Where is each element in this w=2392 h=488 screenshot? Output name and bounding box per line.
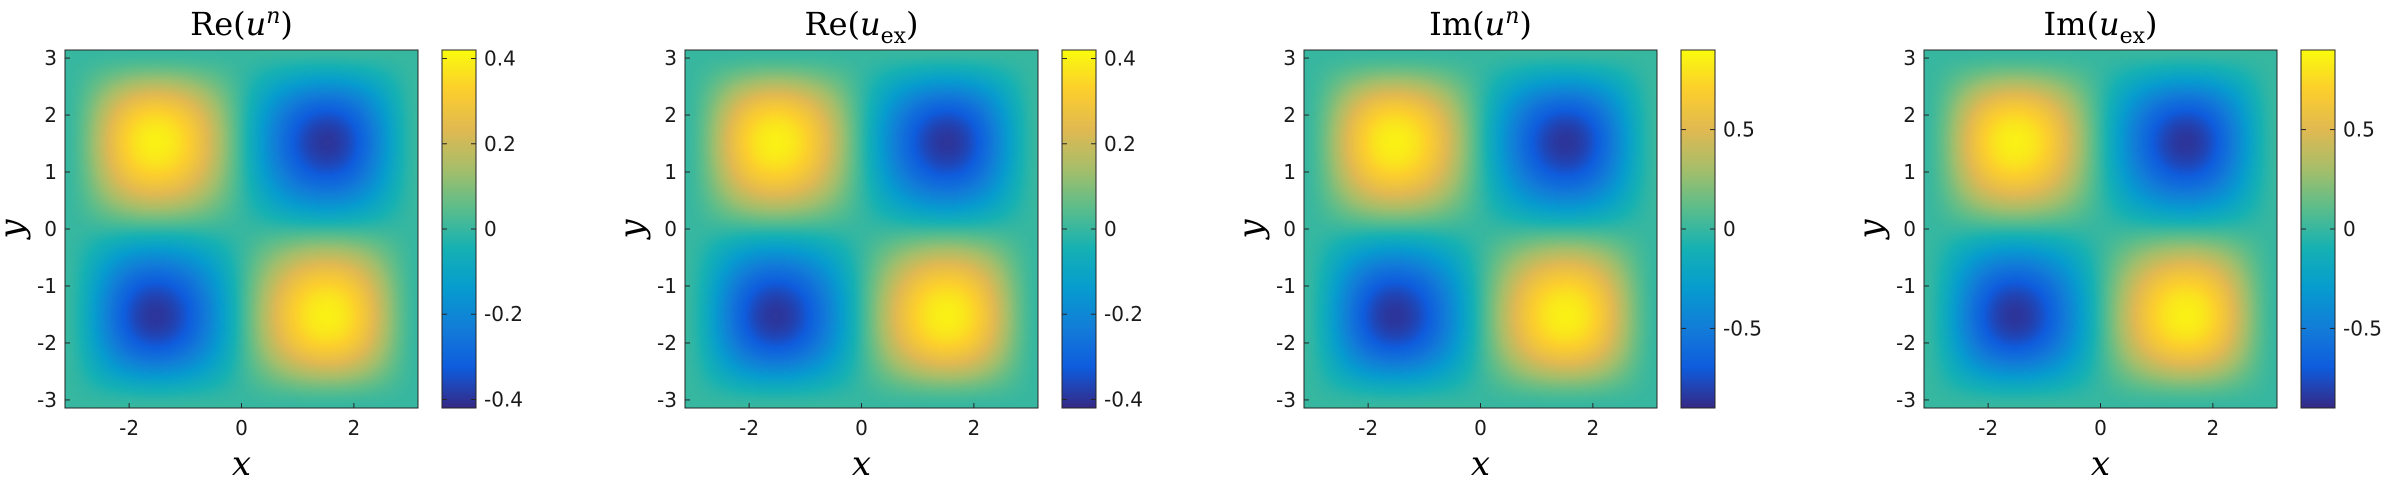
x-tick-label: -2 <box>1978 416 1998 440</box>
colorbar-tick-label: 0.2 <box>484 132 516 156</box>
colorbar-gradient <box>1062 50 1096 408</box>
y-tick-label: 0 <box>1903 217 1916 241</box>
y-axis-label: y <box>612 219 652 241</box>
subplot-3: -2 0 2 -3 -2 -1 0 1 2 3 x y Im(un) -0.5 0 0.5 <box>1231 4 1762 484</box>
subplot-1: -2 0 2 -3 -2 -1 0 1 2 3 x y Re(un) -0.4 -0.2 0 0.2 0.4 <box>0 4 523 484</box>
subplot-title: Im(uex) <box>2044 5 2158 49</box>
x-tick-label: 2 <box>347 416 360 440</box>
colorbar-gradient <box>1681 50 1715 408</box>
colorbar-tick-label: -0.5 <box>1723 316 1762 340</box>
colorbar: -0.5 0 0.5 <box>1680 49 1762 409</box>
x-tick-label: -2 <box>1358 416 1378 440</box>
y-tick-label: 2 <box>1283 103 1296 127</box>
colorbar-tick-label: 0 <box>1723 217 1736 241</box>
x-tick-label: 0 <box>1474 416 1487 440</box>
x-tick-label: 2 <box>967 416 980 440</box>
heatmap-image <box>685 50 1038 408</box>
y-tick-label: -2 <box>37 331 57 355</box>
heatmap-image <box>1304 50 1657 408</box>
x-tick-label: 0 <box>855 416 868 440</box>
x-tick-label: 2 <box>1586 416 1599 440</box>
colorbar: -0.4 -0.2 0 0.2 0.4 <box>1061 47 1143 411</box>
subplot-title: Re(un) <box>190 4 293 43</box>
colorbar-gradient <box>2301 50 2335 408</box>
colorbar-tick-label: 0 <box>484 217 497 241</box>
x-axis-label: x <box>2091 444 2110 484</box>
x-tick-label: 2 <box>2206 416 2219 440</box>
y-tick-label: 1 <box>44 160 57 184</box>
colorbar: -0.5 0 0.5 <box>2300 49 2382 409</box>
x-axis-label: x <box>232 444 251 484</box>
x-axis-label: x <box>852 444 871 484</box>
subplot-4: -2 0 2 -3 -2 -1 0 1 2 3 x y Im(uex) -0.5 0 0.5 <box>1851 5 2382 484</box>
colorbar-tick-label: 0.2 <box>1104 132 1136 156</box>
y-tick-label: 0 <box>44 217 57 241</box>
y-axis-label: y <box>1231 219 1271 241</box>
y-tick-label: 2 <box>664 103 677 127</box>
colorbar-gradient <box>442 50 476 408</box>
y-tick-label: 1 <box>1283 160 1296 184</box>
y-tick-label: -3 <box>1276 388 1296 412</box>
y-tick-label: -3 <box>657 388 677 412</box>
colorbar-tick-label: -0.2 <box>1104 302 1143 326</box>
colorbar-tick-label: -0.4 <box>1104 387 1143 411</box>
x-tick-label: -2 <box>739 416 759 440</box>
y-tick-label: 3 <box>1903 46 1916 70</box>
x-axis-label: x <box>1471 444 1490 484</box>
y-tick-label: 2 <box>1903 103 1916 127</box>
y-tick-label: -3 <box>1896 388 1916 412</box>
y-tick-label: 1 <box>1903 160 1916 184</box>
y-tick-label: -2 <box>1276 331 1296 355</box>
y-tick-label: -1 <box>1896 274 1916 298</box>
y-tick-label: 3 <box>1283 46 1296 70</box>
y-tick-label: 0 <box>1283 217 1296 241</box>
y-tick-label: -1 <box>657 274 677 298</box>
subplot-2: -2 0 2 -3 -2 -1 0 1 2 3 x y Re(uex) -0.4 -0.2 0 0.2 0.4 <box>612 5 1143 484</box>
y-tick-label: 3 <box>664 46 677 70</box>
x-tick-label: 0 <box>2094 416 2107 440</box>
colorbar-tick-label: 0.5 <box>2343 118 2375 142</box>
y-tick-label: -2 <box>1896 331 1916 355</box>
colorbar-tick-label: 0 <box>2343 217 2356 241</box>
colorbar: -0.4 -0.2 0 0.2 0.4 <box>441 47 523 411</box>
heatmap-image <box>1924 50 2277 408</box>
colorbar-tick-label: -0.5 <box>2343 316 2382 340</box>
y-tick-label: -1 <box>1276 274 1296 298</box>
colorbar-tick-label: -0.4 <box>484 387 523 411</box>
y-tick-label: -1 <box>37 274 57 298</box>
subplot-title: Re(uex) <box>804 5 918 49</box>
y-tick-label: 0 <box>664 217 677 241</box>
subplot-title: Im(un) <box>1429 4 1532 43</box>
colorbar-tick-label: 0 <box>1104 217 1117 241</box>
y-tick-label: 3 <box>44 46 57 70</box>
y-axis-label: y <box>1851 219 1891 241</box>
colorbar-tick-label: 0.4 <box>484 47 516 71</box>
y-tick-label: -3 <box>37 388 57 412</box>
y-axis-label: y <box>0 219 32 241</box>
y-tick-label: -2 <box>657 331 677 355</box>
x-tick-label: -2 <box>119 416 139 440</box>
x-tick-label: 0 <box>235 416 248 440</box>
heatmap-image <box>65 50 418 408</box>
colorbar-tick-label: 0.4 <box>1104 47 1136 71</box>
colorbar-tick-label: -0.2 <box>484 302 523 326</box>
y-tick-label: 1 <box>664 160 677 184</box>
y-tick-label: 2 <box>44 103 57 127</box>
colorbar-tick-label: 0.5 <box>1723 118 1755 142</box>
